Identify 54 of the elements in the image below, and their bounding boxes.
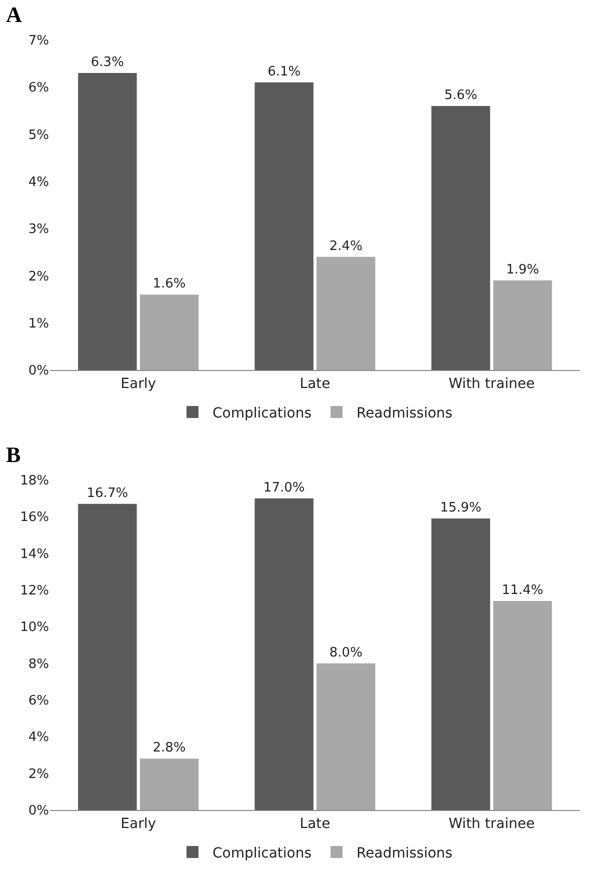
- y-tick-label: 5%: [28, 128, 49, 143]
- y-tick-label: 18%: [20, 474, 49, 489]
- chart-title: A: [6, 2, 22, 27]
- bar: [493, 280, 552, 370]
- x-tick-label: Late: [300, 816, 330, 832]
- y-tick-label: 4%: [28, 174, 49, 190]
- y-tick-label: 10%: [20, 620, 49, 636]
- bar: [316, 256, 376, 370]
- y-tick-label: 4%: [28, 730, 49, 746]
- data-label: 6.3%: [90, 55, 124, 70]
- y-tick-label: 0%: [28, 804, 49, 819]
- legend-label: Complications: [212, 845, 312, 862]
- x-tick-label: Late: [300, 376, 330, 392]
- y-tick-label: 12%: [20, 584, 49, 599]
- x-tick-label: Early: [120, 816, 156, 832]
- y-tick-label: 3%: [28, 222, 49, 238]
- y-tick-label: 2%: [28, 269, 49, 284]
- x-tick-label: With trainee: [448, 376, 535, 392]
- bar: [78, 504, 137, 810]
- data-label: 1.6%: [152, 276, 186, 292]
- y-tick-label: 7%: [28, 34, 49, 49]
- bar: [254, 82, 314, 370]
- bar: [431, 106, 490, 370]
- legend-label: Readmissions: [356, 845, 452, 862]
- bar: [431, 518, 490, 810]
- y-tick-label: 0%: [28, 364, 49, 379]
- y-tick-label: 6%: [28, 80, 49, 96]
- data-label: 2.8%: [152, 740, 186, 756]
- y-tick-label: 2%: [28, 766, 49, 782]
- data-label: 16.7%: [86, 486, 128, 501]
- y-tick-label: 16%: [20, 510, 49, 526]
- x-tick-label: With trainee: [448, 816, 535, 832]
- bar: [140, 758, 199, 810]
- x-tick-label: Early: [120, 376, 156, 392]
- bar: [493, 601, 552, 810]
- chart-title: B: [6, 442, 21, 467]
- data-label: 1.9%: [506, 262, 540, 278]
- data-label: 8.0%: [329, 645, 362, 660]
- y-tick-label: 8%: [28, 656, 49, 672]
- y-tick-label: 6%: [28, 694, 49, 709]
- bar: [78, 73, 137, 370]
- data-label: 5.6%: [444, 88, 478, 103]
- legend-label: Readmissions: [356, 405, 452, 422]
- bar: [316, 663, 376, 810]
- data-label: 6.1%: [268, 64, 301, 80]
- data-label: 11.4%: [502, 583, 544, 598]
- y-tick-label: 14%: [20, 546, 49, 562]
- data-label: 2.4%: [329, 238, 362, 254]
- data-label: 15.9%: [440, 500, 482, 516]
- y-tick-label: 1%: [28, 316, 49, 332]
- bar: [140, 294, 199, 370]
- bar: [254, 498, 314, 810]
- legend-label: Complications: [212, 405, 312, 422]
- data-label: 17.0%: [263, 480, 305, 496]
